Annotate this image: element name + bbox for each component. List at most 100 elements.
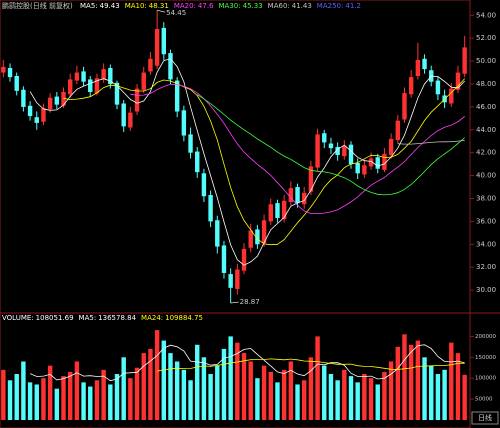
volume-bar [281, 369, 287, 420]
volume-bar [315, 336, 320, 420]
candle-body [422, 58, 427, 70]
volume-bar [14, 374, 19, 420]
volume-bar [408, 344, 414, 420]
volume-bar [47, 365, 53, 420]
y-tick-label: 30.00 [476, 286, 496, 294]
volume-bar [215, 365, 220, 420]
candle-body [355, 163, 360, 174]
candle-body [154, 29, 160, 66]
candle-body [388, 138, 394, 155]
candle-body [221, 245, 227, 273]
y-tick-label: 46.00 [476, 103, 496, 111]
legend: MA5: 49.43 MA10: 48.31 MA20: 47.6 MA30: 45.33 MA… [80, 2, 361, 10]
volume-bar [141, 353, 146, 420]
volume-bar [402, 334, 407, 420]
legend-name: MA20: [174, 2, 196, 10]
candle-body [315, 134, 320, 168]
candle-body [402, 93, 407, 120]
volume-bar [128, 378, 133, 420]
volume-bar [235, 342, 240, 420]
volume-bar [335, 380, 340, 420]
candle-body [288, 188, 294, 202]
legend-name: MA250: [317, 2, 344, 10]
candle-body [134, 88, 140, 112]
y-tick-label: 52.00 [476, 34, 496, 42]
candle-body [208, 195, 213, 222]
volume-bar [255, 378, 260, 420]
volume-bar [328, 374, 334, 420]
candle-body [128, 112, 133, 128]
candle-body [255, 229, 260, 245]
candle-body [54, 96, 60, 105]
candle-body [181, 110, 187, 136]
legend-name: MA24: [141, 314, 163, 322]
y-tick-label: 54.00 [476, 11, 496, 19]
volume-bar [429, 365, 434, 420]
volume-bar [154, 330, 160, 420]
candle-body [161, 27, 167, 55]
volume-bar [134, 367, 140, 420]
volume-bar [301, 380, 307, 420]
candle-body [241, 248, 247, 271]
volume-bar [168, 353, 173, 420]
volume-bar [275, 382, 280, 420]
candle-body [148, 58, 153, 72]
volume-bar [188, 380, 193, 420]
y-tick-label: 50.00 [476, 57, 496, 65]
period-box [471, 411, 499, 425]
candle-body [462, 47, 467, 74]
candle-body [94, 78, 100, 94]
volume-bar [295, 384, 300, 420]
candle-body [21, 89, 26, 107]
candle-body [174, 80, 180, 112]
legend-value: 49.43 [100, 2, 120, 10]
y-tick-label: 38.00 [476, 195, 496, 203]
volume-bar [308, 357, 314, 420]
candle-body [88, 79, 93, 93]
volume-bar [355, 382, 360, 420]
candle-body [188, 134, 193, 153]
volume-bar [388, 361, 394, 420]
volume-bar [174, 361, 180, 420]
y-tick-label: 48.00 [476, 80, 496, 88]
candle-body [34, 117, 39, 123]
volume-bar [288, 361, 294, 420]
volume-bar [74, 361, 80, 420]
y-tick-label: 44.00 [476, 126, 496, 134]
chart-title: 鹏鹞控股(日线 前复权) [2, 1, 73, 10]
volume-bar [442, 369, 447, 420]
candle-body [449, 88, 454, 104]
volume-bar [248, 361, 253, 420]
volume-bar [228, 336, 233, 420]
legend-value: 41.43 [292, 2, 312, 10]
candle-body [348, 144, 354, 165]
candle-body [14, 75, 19, 91]
candle-body [61, 92, 66, 106]
candle-body [268, 204, 273, 222]
annotation-arrow [230, 301, 239, 304]
volume-bar [7, 380, 13, 420]
candle-body [335, 146, 340, 155]
legend-name: MA5: [79, 314, 97, 322]
candle-body [408, 77, 414, 95]
candle-body [308, 166, 314, 192]
candle-body [281, 200, 287, 220]
candle-body [382, 153, 387, 170]
legend-value: 136578.84 [98, 314, 136, 322]
candle-body [342, 145, 347, 157]
candle-body [322, 133, 327, 143]
ma-line [130, 83, 465, 214]
candle-body [248, 230, 253, 248]
volume-bar [382, 371, 387, 420]
candle-body [261, 220, 267, 244]
volume-bar [348, 376, 354, 420]
y-tick-label: 34.00 [476, 240, 496, 248]
legend-name: MA30: [219, 2, 241, 10]
candle-body [368, 158, 374, 167]
legend-value: 109884.75 [165, 314, 203, 322]
y-tick-label: 50000 [475, 397, 493, 403]
volume-bar [362, 374, 367, 420]
y-tick-label: 32.00 [476, 263, 496, 271]
ma-line [196, 94, 465, 196]
